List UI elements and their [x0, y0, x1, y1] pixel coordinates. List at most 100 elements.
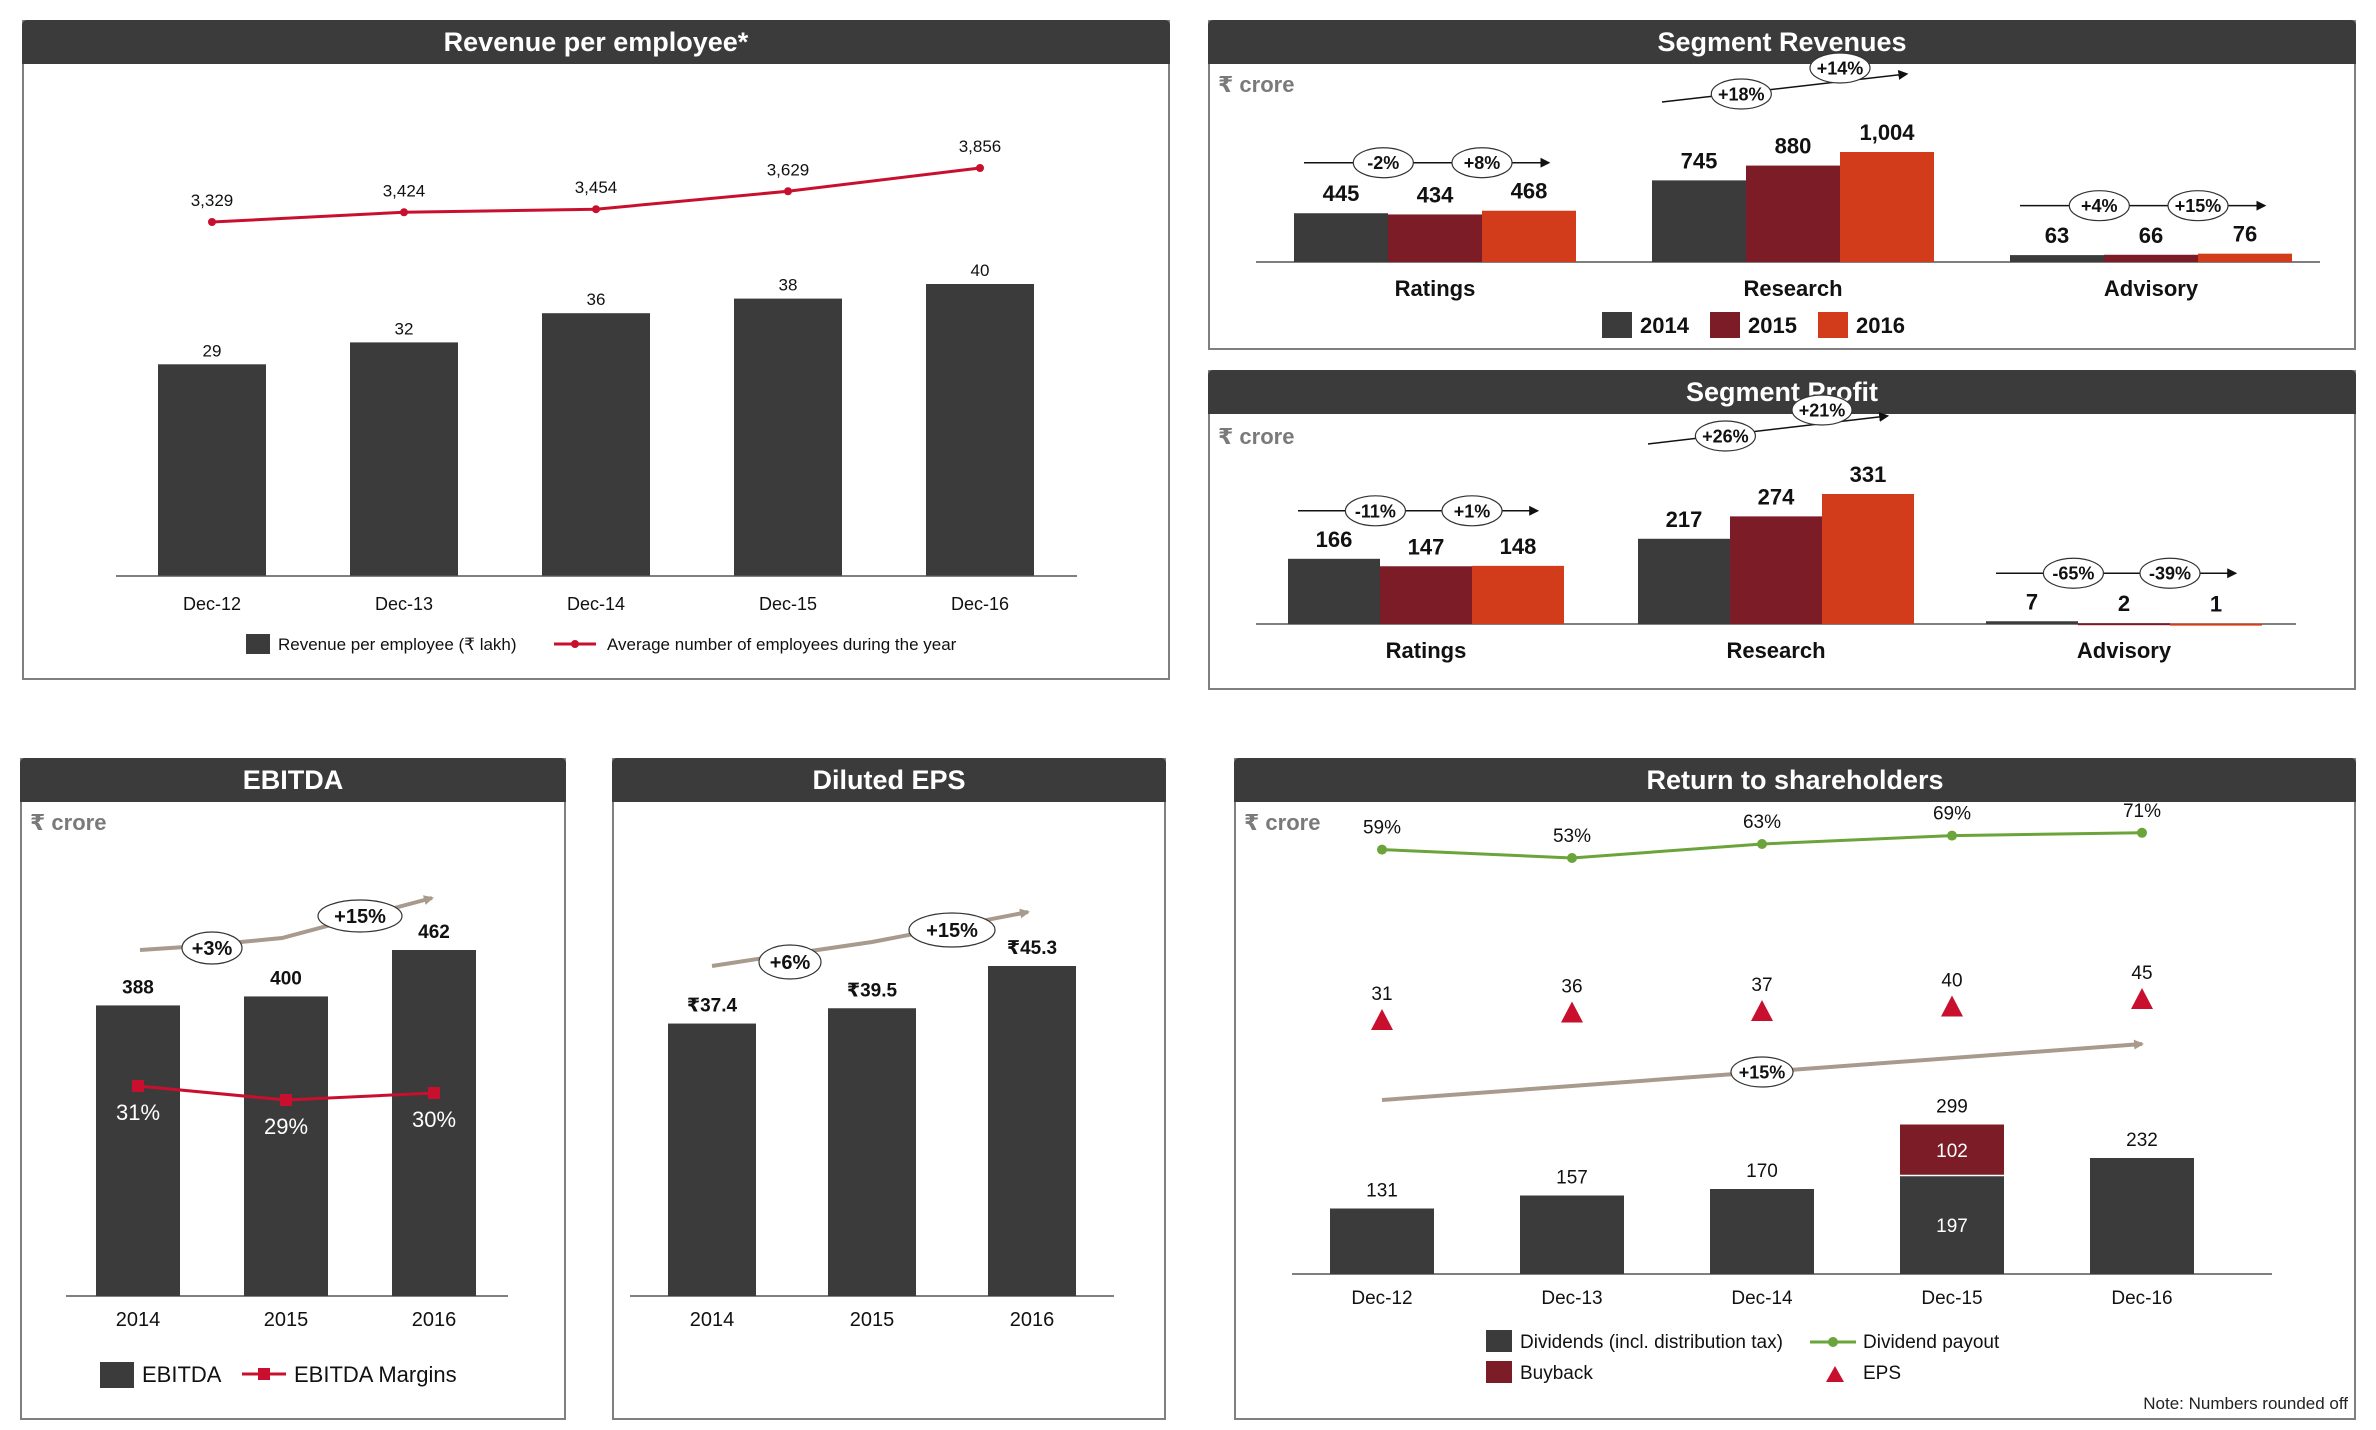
- bar-value-label: 1: [2210, 592, 2222, 617]
- growth-arrow: [1661, 69, 1909, 103]
- bar-ebitda: [244, 996, 328, 1296]
- x-tick-label: Dec-15: [1921, 1288, 1982, 1309]
- line-point: [1567, 853, 1577, 863]
- bar-2016: [1822, 494, 1914, 624]
- legend-swatch-bar: [246, 634, 270, 654]
- line-point: [280, 1094, 292, 1106]
- x-tick-label: Dec-14: [567, 594, 625, 614]
- growth-label-bubble: [1791, 394, 1853, 426]
- eps-value-label: 36: [1561, 977, 1582, 998]
- bar-value-label: 63: [2045, 223, 2069, 248]
- x-tick-label: Advisory: [2077, 638, 2172, 663]
- legend-label: EBITDA: [142, 1362, 222, 1387]
- growth-label: +3%: [192, 938, 233, 960]
- growth-label: -2%: [1367, 153, 1399, 173]
- panel-revenue-per-employee: Revenue per employee* 29 Dec-12 32 Dec-13 36…: [22, 20, 1170, 680]
- bar-2016: [1840, 152, 1934, 262]
- line-value-label: 71%: [2123, 801, 2161, 822]
- growth-label: +26%: [1702, 426, 1749, 446]
- panel-ebitda: EBITDA ₹ crore 388 2014 400 2015 462 2016 31% 2…: [20, 758, 566, 1420]
- growth-label: +6%: [770, 952, 811, 974]
- unit-label: ₹ crore: [1244, 810, 1321, 835]
- x-tick-label: 2014: [690, 1309, 735, 1331]
- growth-label-bubble: [181, 931, 243, 965]
- bar-2016: [1482, 210, 1576, 262]
- bar-value-label: 40: [971, 261, 990, 280]
- line-value-label: 3,329: [191, 191, 234, 210]
- chart-return-to-shareholders: 131 Dec-12 31 157 Dec-13 36 170 Dec-14 37 102 197 2…: [1292, 801, 2272, 1384]
- line-value-label: 29%: [264, 1114, 308, 1139]
- bar-2016: [1472, 565, 1564, 624]
- bar-value-label: 274: [1758, 484, 1795, 509]
- bar-value-label: 36: [587, 290, 606, 309]
- x-tick-label: Dec-14: [1731, 1288, 1793, 1309]
- line-value-label: 53%: [1553, 826, 1591, 847]
- bar-value-label: ₹45.3: [1007, 938, 1057, 959]
- bar-2014: [1288, 558, 1380, 624]
- bar-revenue-per-employee: [734, 298, 842, 576]
- bar-value-label: 76: [2233, 222, 2257, 247]
- line-value-label: 59%: [1363, 818, 1401, 839]
- growth-label: +15%: [926, 920, 978, 942]
- bar-ebitda: [392, 950, 476, 1296]
- line-point: [976, 164, 984, 172]
- bar-value-label: 2: [2118, 591, 2130, 616]
- footnote: Note: Numbers rounded off: [2143, 1394, 2348, 1413]
- legend-swatch: [1486, 1361, 1512, 1383]
- x-tick-label: Dec-13: [375, 594, 433, 614]
- unit-label: ₹ crore: [30, 810, 107, 835]
- bar-value-label: 147: [1408, 534, 1445, 559]
- growth-label: -11%: [1355, 501, 1396, 521]
- bar-value-label: 745: [1681, 148, 1718, 173]
- bar-diluted-eps: [668, 1023, 756, 1296]
- bar-value-label: 32: [395, 319, 414, 338]
- legend-label: EBITDA Margins: [294, 1362, 457, 1387]
- unit-label: ₹ crore: [1218, 72, 1295, 97]
- growth-label: +4%: [2081, 196, 2118, 216]
- legend-label: Dividends (incl. distribution tax): [1520, 1332, 1783, 1353]
- bar-buyback: [1900, 1124, 2004, 1176]
- bar-value-label: 157: [1556, 1168, 1588, 1189]
- legend-swatch-marker: [258, 1368, 270, 1380]
- legend-label: Buyback: [1520, 1363, 1593, 1384]
- legend-label: 2015: [1748, 313, 1797, 338]
- panel-segment-profit: Segment Profit ₹ crore 166 147 148 Ratings -…: [1208, 370, 2356, 690]
- bar-diluted-eps: [988, 966, 1076, 1296]
- growth-label-bubble: [317, 899, 403, 933]
- legend-label: 2014: [1640, 313, 1690, 338]
- x-tick-label: Dec-16: [951, 594, 1009, 614]
- bar-value-label: 131: [1366, 1181, 1398, 1202]
- growth-label-bubble: [2167, 190, 2229, 222]
- x-tick-label: 2015: [264, 1309, 309, 1331]
- eps-value-label: 45: [2131, 963, 2152, 984]
- bar-value-label: 232: [2126, 1130, 2158, 1151]
- growth-label-bubble: [2068, 190, 2130, 222]
- x-tick-label: Dec-16: [2111, 1288, 2172, 1309]
- line-point: [1947, 830, 1957, 841]
- chart-segment-revenues: 445 434 468 Ratings -2% +8% 745 880 1,004 Researc…: [1256, 52, 2320, 338]
- growth-label-bubble: [1809, 52, 1871, 84]
- growth-label: +15%: [2175, 196, 2222, 216]
- panel-diluted-eps: Diluted EPS ₹37.4 2014 ₹39.5 2015 ₹45.3 2016 +…: [612, 758, 1166, 1420]
- chart-diluted-eps: ₹37.4 2014 ₹39.5 2015 ₹45.3 2016 +6% +15%: [630, 908, 1114, 1331]
- bar-revenue-per-employee: [542, 313, 650, 576]
- bar-2015: [2078, 623, 2170, 626]
- bar-dividends: [1330, 1208, 1434, 1274]
- line-point: [400, 208, 408, 217]
- x-tick-label: 2016: [1010, 1309, 1055, 1331]
- bar-value-label: 102: [1936, 1141, 1968, 1162]
- legend-label: 2016: [1856, 313, 1905, 338]
- x-tick-label: 2014: [116, 1309, 161, 1331]
- eps-value-label: 40: [1941, 971, 1962, 992]
- legend-swatch: [1818, 312, 1848, 338]
- line-value-label: 3,629: [767, 160, 810, 179]
- legend-swatch-bar: [100, 1362, 134, 1388]
- legend-swatch-marker: [571, 640, 579, 648]
- bar-2014: [1294, 213, 1388, 262]
- growth-label-bubble: [758, 944, 822, 980]
- bar-value-label: 170: [1746, 1161, 1778, 1182]
- x-tick-label: Dec-12: [183, 594, 241, 614]
- bar-value-label: 434: [1417, 182, 1454, 207]
- bar-value-label: 388: [122, 977, 154, 998]
- eps-marker: [1561, 1001, 1583, 1023]
